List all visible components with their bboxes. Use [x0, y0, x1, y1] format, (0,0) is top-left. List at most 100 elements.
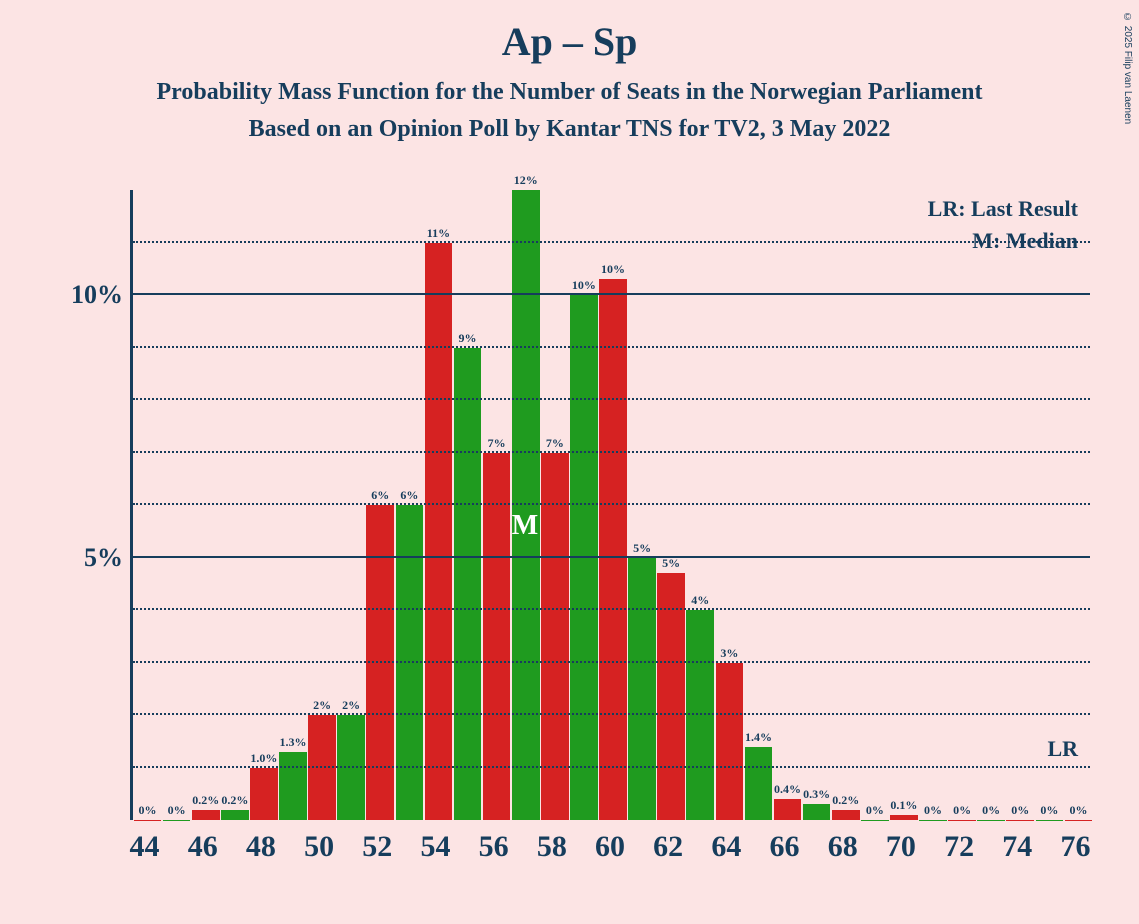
- bar-value-label: 0%: [1011, 803, 1029, 818]
- bar: 0%: [948, 820, 976, 821]
- title-block: Ap – Sp Probability Mass Function for th…: [0, 0, 1139, 143]
- x-axis-label: 60: [595, 830, 625, 864]
- bar-value-label: 5%: [662, 556, 680, 571]
- bar-value-label: 6%: [400, 488, 418, 503]
- bar-value-label: 0%: [924, 803, 942, 818]
- x-axis-label: 76: [1060, 830, 1090, 864]
- bar-value-label: 6%: [371, 488, 389, 503]
- bar-value-label: 11%: [427, 226, 450, 241]
- chart-area: LR: Last Result M: Median 0%0%0.2%0.2%1.…: [48, 190, 1108, 890]
- bar-value-label: 0%: [168, 803, 186, 818]
- bar: 1.3%: [279, 752, 307, 820]
- x-axis-label: 44: [130, 830, 160, 864]
- bar-value-label: 0.2%: [832, 793, 859, 808]
- bar-value-label: 0%: [982, 803, 1000, 818]
- copyright-text: © 2025 Filip van Laenen: [1122, 12, 1133, 124]
- bar-value-label: 0.2%: [221, 793, 248, 808]
- x-axis-label: 62: [653, 830, 683, 864]
- bar-value-label: 1.3%: [279, 735, 306, 750]
- gridline-major: 10%: [133, 293, 1090, 295]
- bar: 0%: [1065, 820, 1093, 821]
- bar: 0%: [1006, 820, 1034, 821]
- bar-value-label: 9%: [459, 331, 477, 346]
- bar-value-label: 0.1%: [890, 798, 917, 813]
- x-axis-label: 54: [420, 830, 450, 864]
- x-axis-labels: 44 46 48 50 52 54 56 58 60 62 64 66 68 70 72 74 76: [130, 830, 1090, 880]
- bar: 0%: [134, 820, 162, 821]
- bar: 6%: [366, 505, 394, 820]
- bar: 3%: [716, 663, 744, 821]
- bar: 2%: [337, 715, 365, 820]
- bar: 4%: [686, 610, 714, 820]
- lr-marker: LR: [1047, 736, 1078, 762]
- bar-value-label: 10%: [601, 262, 625, 277]
- bar: 10%: [570, 295, 598, 820]
- x-axis-label: 70: [886, 830, 916, 864]
- gridline-minor: [133, 346, 1090, 348]
- chart-subtitle-1: Probability Mass Function for the Number…: [0, 79, 1139, 106]
- bar-value-label: 0.4%: [774, 782, 801, 797]
- x-axis-label: 74: [1002, 830, 1032, 864]
- x-axis-label: 68: [828, 830, 858, 864]
- x-axis-label: 48: [246, 830, 276, 864]
- y-axis-label: 5%: [84, 543, 123, 573]
- gridline-minor: [133, 398, 1090, 400]
- bar: 5%: [657, 573, 685, 820]
- bar: 2%: [308, 715, 336, 820]
- bar: 10%: [599, 279, 627, 820]
- bar-value-label: 0%: [1069, 803, 1087, 818]
- bar-value-label: 1.0%: [250, 751, 277, 766]
- bar: 9%: [454, 348, 482, 821]
- x-axis-label: 50: [304, 830, 334, 864]
- bar-value-label: 0%: [1040, 803, 1058, 818]
- bar: 0%: [861, 820, 889, 821]
- bar: 6%: [396, 505, 424, 820]
- gridline-minor: [133, 713, 1090, 715]
- bar: 0.4%: [774, 799, 802, 820]
- gridline-minor: [133, 241, 1090, 243]
- plot-area: LR: Last Result M: Median 0%0%0.2%0.2%1.…: [130, 190, 1090, 820]
- bar: 0.3%: [803, 804, 831, 820]
- bar: 0%: [919, 820, 947, 821]
- bar-value-label: 1.4%: [745, 730, 772, 745]
- bar-value-label: 3%: [720, 646, 738, 661]
- x-axis-label: 72: [944, 830, 974, 864]
- x-axis-label: 52: [362, 830, 392, 864]
- bar-value-label: 5%: [633, 541, 651, 556]
- bar-value-label: 0%: [139, 803, 157, 818]
- bar: 1.4%: [745, 747, 773, 821]
- gridline-minor: [133, 608, 1090, 610]
- x-axis-label: 58: [537, 830, 567, 864]
- bar-value-label: 0.2%: [192, 793, 219, 808]
- x-axis-label: 56: [479, 830, 509, 864]
- bar-value-label: 12%: [514, 173, 538, 188]
- bar-value-label: 7%: [488, 436, 506, 451]
- bar: 0%: [163, 820, 191, 821]
- bar: 11%: [425, 243, 453, 821]
- x-axis-label: 66: [770, 830, 800, 864]
- gridline-major: 5%: [133, 556, 1090, 558]
- chart-title: Ap – Sp: [0, 18, 1139, 65]
- bar: 0.2%: [832, 810, 860, 821]
- bar-value-label: 0%: [953, 803, 971, 818]
- bar: 12%: [512, 190, 540, 820]
- gridline-minor: [133, 766, 1090, 768]
- chart-subtitle-2: Based on an Opinion Poll by Kantar TNS f…: [0, 116, 1139, 143]
- bar-value-label: 2%: [313, 698, 331, 713]
- gridline-minor: [133, 503, 1090, 505]
- x-axis-label: 64: [711, 830, 741, 864]
- bar: 1.0%: [250, 768, 278, 821]
- y-axis-label: 10%: [71, 280, 123, 310]
- bar-value-label: 0.3%: [803, 787, 830, 802]
- bar: 0.1%: [890, 815, 918, 820]
- bar-value-label: 10%: [572, 278, 596, 293]
- bar-value-label: 2%: [342, 698, 360, 713]
- bar: 0.2%: [221, 810, 249, 821]
- gridline-minor: [133, 451, 1090, 453]
- gridline-minor: [133, 661, 1090, 663]
- bar-value-label: 7%: [546, 436, 564, 451]
- bar: 5%: [628, 558, 656, 821]
- bar-value-label: 4%: [691, 593, 709, 608]
- bar: 0%: [977, 820, 1005, 821]
- x-axis-label: 46: [188, 830, 218, 864]
